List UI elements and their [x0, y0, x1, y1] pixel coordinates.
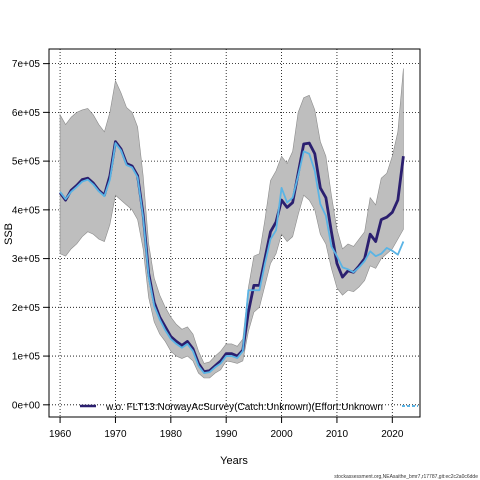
- y-axis: 0e+00 1e+05 2e+05 3e+05 4e+05 5e+05 6e+05 7e+05: [12, 59, 49, 411]
- series-lines: [58, 140, 405, 375]
- y-tick-label: 6e+05: [12, 108, 41, 119]
- x-tick-label: 2000: [270, 429, 293, 440]
- legend: w.o. FLT13:NorwayAcSurvey(Catch:Unknown)…: [80, 402, 418, 413]
- y-tick-label: 2e+05: [12, 303, 41, 314]
- x-axis: 1960 1970 1980 1990 2000 2010 2020: [49, 417, 404, 440]
- confidence-band: [59, 68, 404, 379]
- x-axis-title: Years: [220, 455, 248, 467]
- confidence-band-area: [59, 68, 404, 379]
- x-tick-label: 2010: [326, 429, 349, 440]
- y-axis-title: SSB: [3, 223, 15, 245]
- legend-label-main: w.o. FLT13:NorwayAcSurvey(Catch:Unknown)…: [105, 402, 383, 413]
- x-tick-label: 1980: [160, 429, 183, 440]
- x-tick-label: 1990: [215, 429, 238, 440]
- y-tick-label: 1e+05: [12, 352, 41, 363]
- y-tick-label: 0e+00: [12, 400, 41, 411]
- footer-note: stockassessment.org,NEAsaithe_bmr7,r1778…: [334, 474, 478, 480]
- x-tick-label: 2020: [381, 429, 404, 440]
- series-line-variant: [59, 142, 405, 375]
- y-tick-label: 5e+05: [12, 157, 41, 168]
- y-tick-label: 3e+05: [12, 254, 41, 265]
- x-tick-label: 1960: [49, 429, 72, 440]
- plot-frame: [48, 48, 421, 418]
- y-tick-label: 7e+05: [12, 59, 41, 70]
- y-tick-label: 4e+05: [12, 205, 41, 216]
- x-tick-label: 1970: [104, 429, 127, 440]
